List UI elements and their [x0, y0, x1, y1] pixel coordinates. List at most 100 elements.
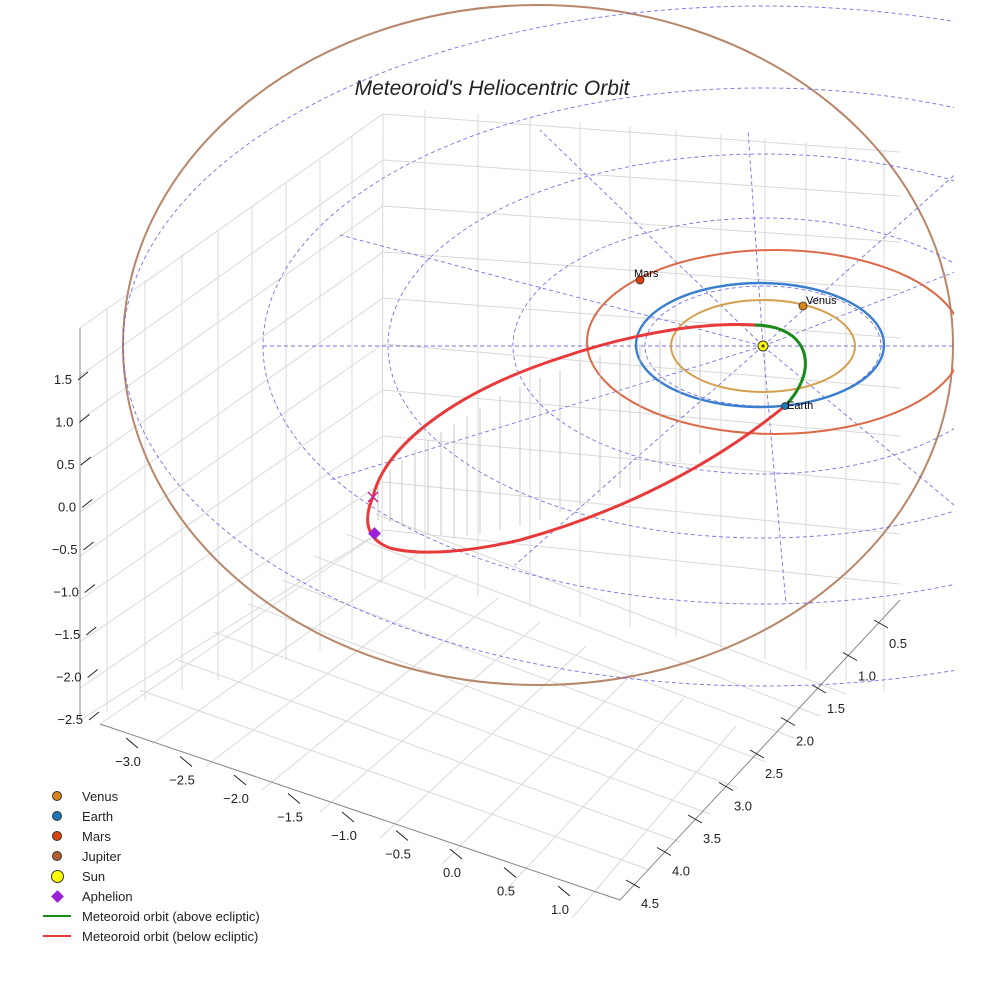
- y-tick-8-label: 4.5: [641, 896, 659, 911]
- legend-marker: [52, 851, 62, 861]
- z-tick-6-label: −1.5: [55, 627, 81, 642]
- legend-symbol: [40, 806, 74, 826]
- z-tick-6-mark: [85, 626, 97, 636]
- z-tick-3-mark: [81, 499, 93, 508]
- y-tick-4-mark: [749, 749, 765, 759]
- venus-label: Venus: [806, 295, 837, 307]
- legend-symbol: [40, 826, 74, 846]
- legend-item-aphelion: Aphelion: [40, 886, 260, 906]
- y-tick-1-label: 1.0: [858, 669, 876, 684]
- y-tick-7-label: 4.0: [672, 864, 690, 879]
- z-tick-8-mark: [88, 711, 100, 721]
- y-tick-8-mark: [625, 879, 641, 889]
- legend-label: Aphelion: [82, 888, 133, 904]
- x-tick-4-label: −1.0: [331, 828, 357, 843]
- z-tick-4-mark: [83, 541, 94, 551]
- chart-title: Meteoroid's Heliocentric Orbit: [355, 77, 631, 100]
- y-tick-7-mark: [656, 847, 672, 856]
- y-tick-2-mark: [811, 684, 827, 694]
- legend-symbol: [40, 866, 74, 886]
- y-tick-5-mark: [718, 782, 734, 791]
- legend-label: Meteoroid orbit (above ecliptic): [82, 908, 260, 924]
- legend-item-venus: Venus: [40, 786, 260, 806]
- mars-orbit: [586, 249, 954, 435]
- legend-label: Sun: [82, 868, 106, 884]
- z-tick-3-label: 0.0: [58, 500, 76, 515]
- z-tick-2-mark: [80, 456, 92, 466]
- y-tick-4-label: 2.5: [765, 766, 783, 781]
- x-tick-8-mark: [557, 885, 571, 897]
- meteoroid-orbit-below-far: [371, 323, 756, 498]
- x-tick-2-mark: [233, 774, 247, 786]
- legend-label: Jupiter: [82, 848, 122, 864]
- y-tick-6-mark: [687, 814, 703, 824]
- z-tick-5-label: −1.0: [53, 585, 79, 600]
- earth-label: Earth: [787, 400, 813, 412]
- x-tick-3-label: −1.5: [277, 810, 303, 825]
- legend-item-meteoroid-orbit-above-ecliptic-: Meteoroid orbit (above ecliptic): [40, 906, 260, 926]
- legend-symbol: [40, 786, 74, 806]
- legend-marker: [50, 869, 64, 883]
- legend: Venus Earth Mars Jupiter Sun Aphelion Meteoroi…: [40, 786, 260, 946]
- z-tick-5-mark: [84, 584, 96, 593]
- x-tick-3-mark: [287, 793, 301, 804]
- legend-marker: [52, 791, 62, 801]
- legend-label: Venus: [82, 788, 119, 804]
- z-tick-1-mark: [79, 414, 90, 423]
- mars-marker: [635, 275, 645, 285]
- z-tick-0-label: 1.5: [54, 372, 72, 387]
- x-tick-1-label: −2.5: [169, 773, 195, 788]
- sun-center-dot: [761, 344, 765, 348]
- x-axis-ticks: −3.0 −2.5 −2.0 −1.5 −1.0 −0.5 0.0 0.5 1.0: [115, 737, 571, 917]
- z-tick-4-label: −0.5: [52, 542, 78, 557]
- x-tick-6-mark: [449, 848, 463, 860]
- x-tick-5-label: −0.5: [385, 847, 411, 862]
- x-tick-7-label: 0.5: [497, 884, 515, 899]
- y-tick-1-mark: [842, 652, 858, 661]
- legend-marker: [52, 831, 62, 841]
- legend-symbol: [40, 846, 74, 866]
- axis-lines: [79, 328, 901, 901]
- legend-marker: [43, 915, 71, 917]
- legend-item-sun: Sun: [40, 866, 260, 886]
- x-tick-1-mark: [179, 756, 193, 767]
- z-axis-ticks: 1.5 1.0 0.5 0.0 −0.5 −1.0 −1.5 −2.0 −2.5: [52, 371, 100, 727]
- mars-label: Mars: [634, 268, 659, 280]
- meteoroid-orbit-below-near: [366, 404, 786, 554]
- y-tick-6-label: 3.5: [703, 831, 721, 846]
- z-tick-7-mark: [87, 669, 98, 678]
- venus-orbit: [670, 299, 856, 393]
- z-tick-7-label: −2.0: [56, 670, 82, 685]
- legend-item-earth: Earth: [40, 806, 260, 826]
- meteoroid-orbit-above: [754, 323, 807, 408]
- legend-marker: [43, 935, 71, 937]
- y-tick-5-label: 3.0: [734, 799, 752, 814]
- y-axis-ticks: 0.5 1.0 1.5 2.0 2.5 3.0 3.5 4.0 4.5: [625, 619, 907, 911]
- legend-item-mars: Mars: [40, 826, 260, 846]
- x-tick-7-mark: [503, 867, 517, 878]
- z-tick-8-label: −2.5: [57, 712, 83, 727]
- legend-label: Mars: [82, 828, 111, 844]
- z-tick-1-label: 1.0: [55, 415, 73, 430]
- z-tick-2-label: 0.5: [57, 457, 75, 472]
- legend-marker: [52, 811, 62, 821]
- legend-label: Meteoroid orbit (below ecliptic): [82, 928, 259, 944]
- legend-symbol: [40, 926, 74, 946]
- x-tick-0-label: −3.0: [115, 754, 141, 769]
- x-tick-2-label: −2.0: [223, 791, 249, 806]
- x-tick-5-mark: [395, 830, 409, 841]
- legend-item-meteoroid-orbit-below-ecliptic-: Meteoroid orbit (below ecliptic): [40, 926, 260, 946]
- x-tick-4-mark: [341, 811, 355, 823]
- y-tick-0-mark: [873, 619, 889, 629]
- x-tick-0-mark: [125, 737, 139, 749]
- x-tick-6-label: 0.0: [443, 865, 461, 880]
- legend-symbol: [40, 886, 74, 906]
- legend-marker: [50, 889, 64, 903]
- grid-back-wall: [381, 110, 901, 692]
- x-tick-8-label: 1.0: [551, 902, 569, 917]
- venus-marker: [798, 301, 808, 311]
- earth-orbit: [634, 281, 886, 409]
- grid-left-wall: [79, 113, 384, 721]
- jupiter-orbit: [122, 4, 954, 686]
